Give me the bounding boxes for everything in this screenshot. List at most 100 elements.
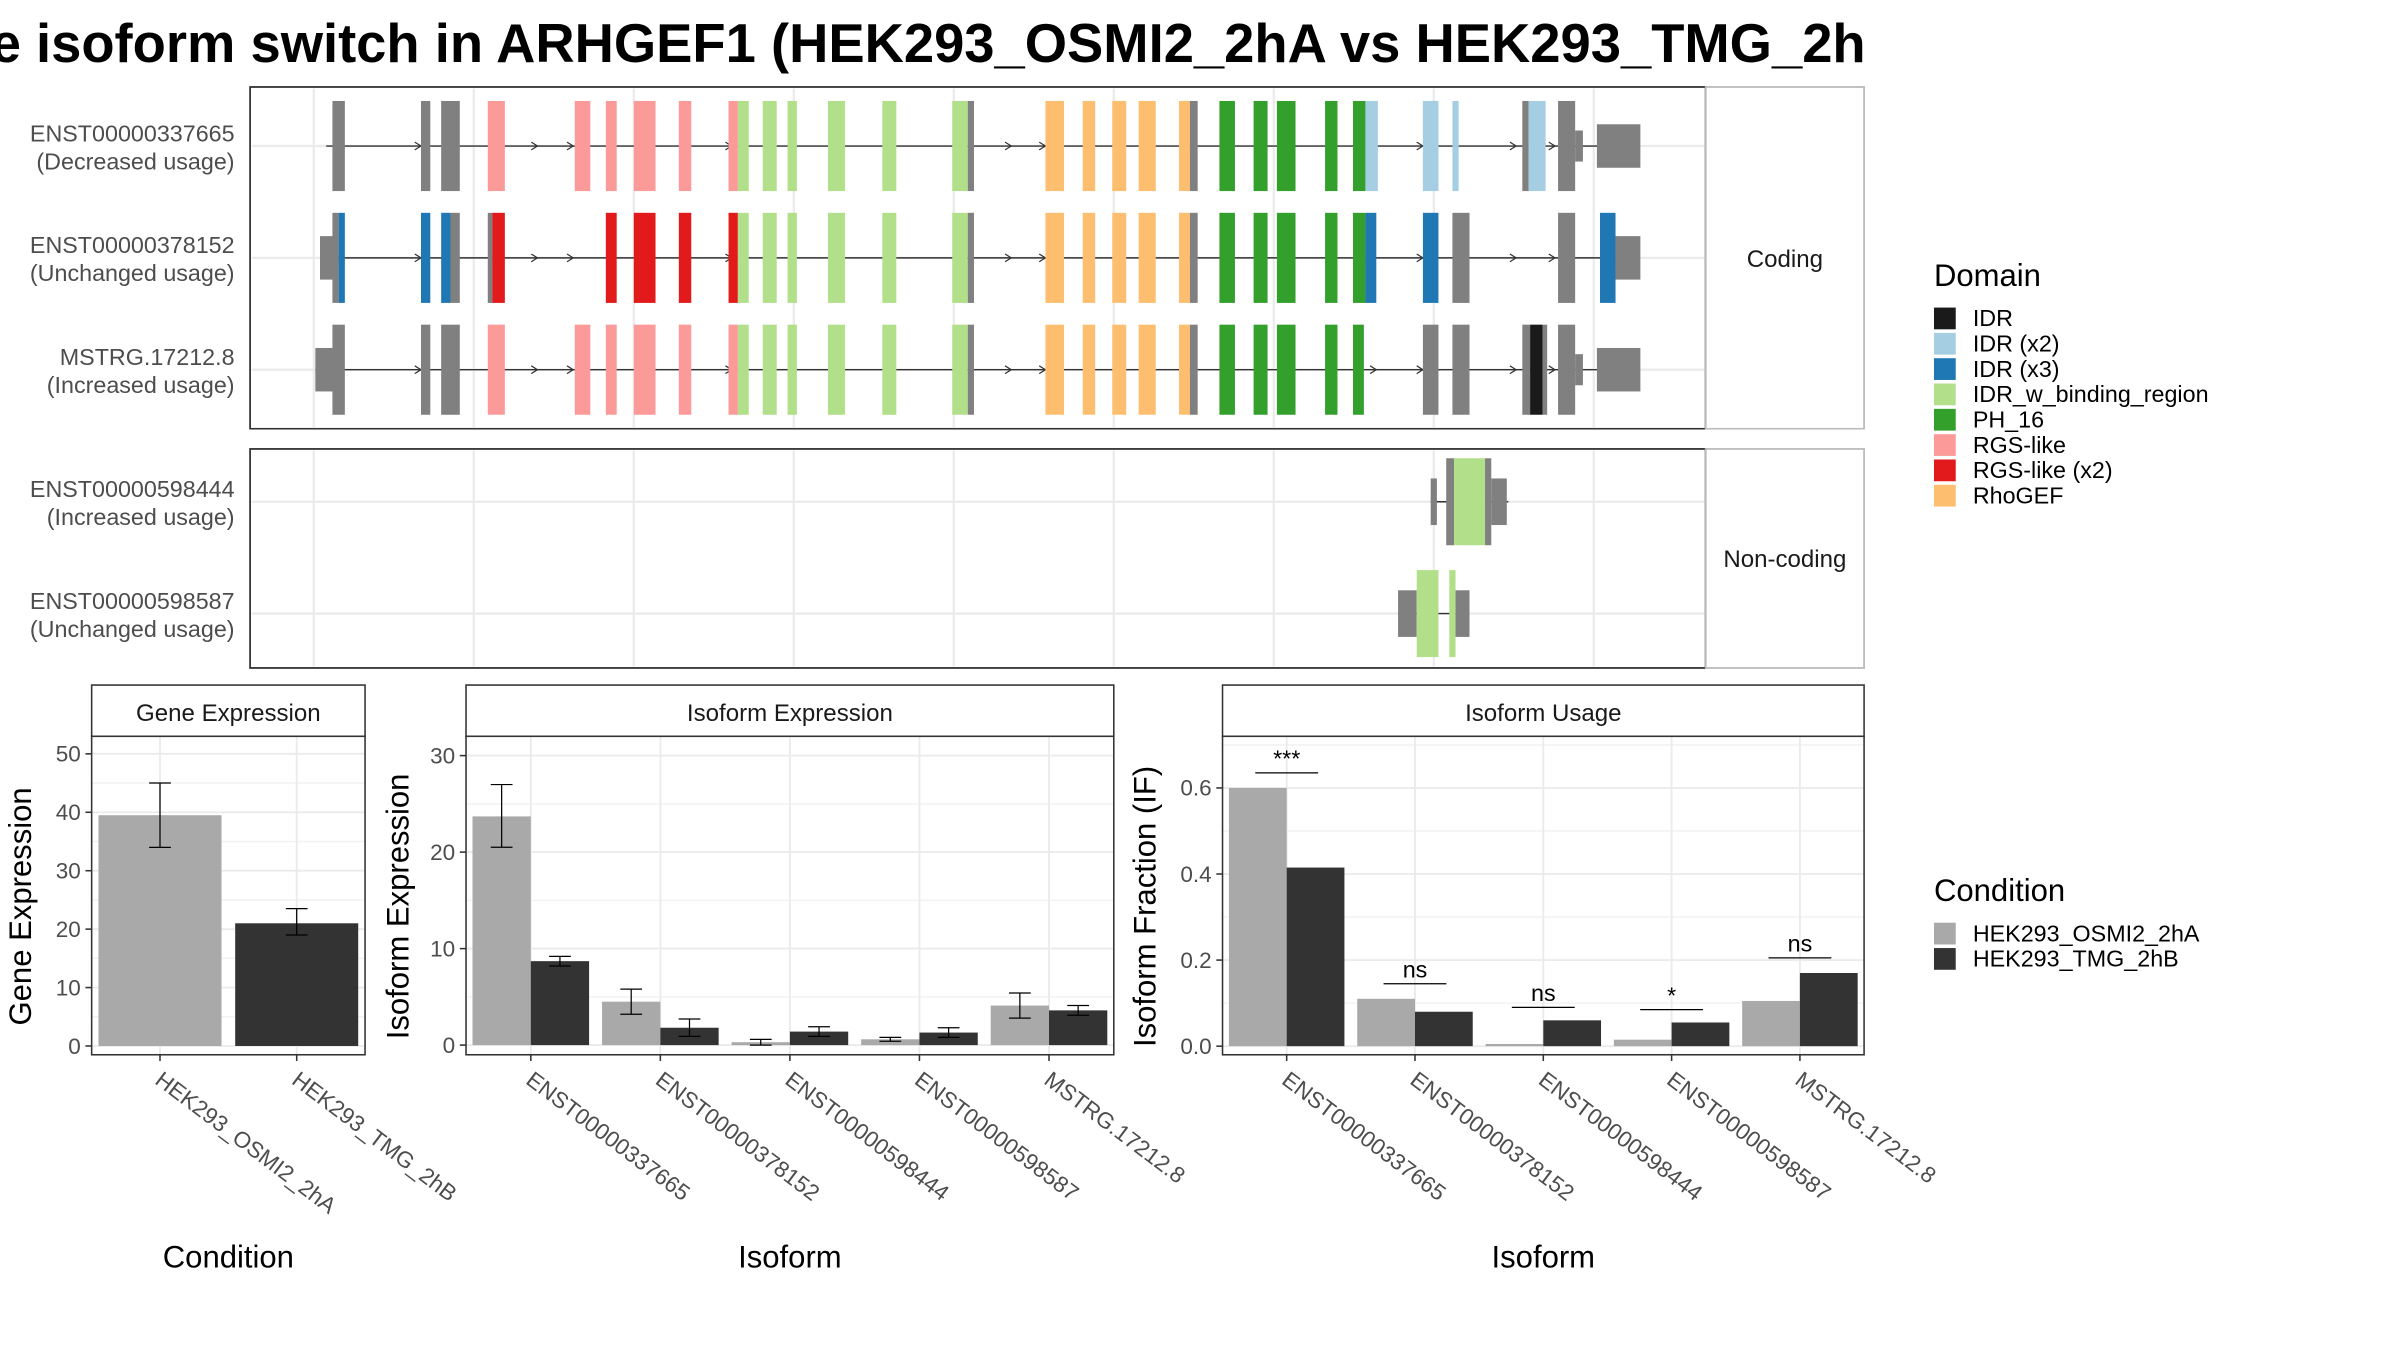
panel-strip — [1221, 684, 1865, 738]
legend-swatch — [1933, 408, 1956, 431]
y-tick-label: 10 — [430, 936, 455, 961]
domain-block — [1353, 100, 1366, 192]
domain-block — [605, 100, 617, 192]
domain-block — [882, 100, 897, 192]
domain-block — [633, 100, 656, 192]
domain-block — [487, 324, 505, 415]
bar — [98, 815, 222, 1046]
legend-label: IDR_w_binding_region — [1973, 381, 2209, 407]
transcript-usage-label: (Unchanged usage) — [30, 260, 235, 286]
exon-block — [332, 324, 345, 415]
y-tick-label: 10 — [56, 975, 81, 1000]
domain-block — [678, 212, 692, 303]
exon-block — [1558, 100, 1576, 192]
domain-block — [1219, 212, 1235, 303]
domain-block — [762, 212, 777, 303]
y-tick-label: 30 — [56, 858, 81, 883]
domain-block — [1112, 324, 1127, 415]
strand-arrow — [530, 141, 539, 151]
domain-block — [1138, 100, 1156, 192]
exon-block — [1558, 324, 1576, 415]
domain-block — [1416, 570, 1439, 658]
domain-block — [1179, 324, 1190, 415]
noncoding-strip — [1704, 448, 1865, 669]
domain-block — [1422, 100, 1439, 192]
legend-label: IDR (x3) — [1973, 356, 2060, 382]
domain-block — [1325, 100, 1338, 192]
bar — [1671, 1022, 1730, 1047]
domain-block — [1045, 212, 1065, 303]
domain-block — [1422, 212, 1439, 303]
domain-block — [1452, 100, 1459, 192]
legend-label: IDR — [1973, 305, 2013, 331]
exon-block — [1455, 590, 1470, 637]
strand-arrow — [1004, 141, 1013, 151]
bar — [1613, 1039, 1672, 1047]
domain-block — [441, 212, 451, 303]
domain-block — [737, 324, 749, 415]
strand-arrow — [530, 365, 539, 375]
significance-label: ns — [1403, 957, 1428, 983]
exon-block — [332, 100, 345, 192]
strand-arrow — [530, 253, 539, 263]
domain-block — [1353, 212, 1366, 303]
strand-arrow — [1004, 253, 1013, 263]
y-tick-label: 30 — [430, 743, 455, 768]
domain-block — [338, 212, 345, 303]
domain-block — [574, 324, 591, 415]
domain-block — [1179, 212, 1190, 303]
bar — [1286, 867, 1345, 1047]
exon-block — [1485, 458, 1492, 546]
y-tick-label: 20 — [430, 840, 455, 865]
domain-block — [1045, 324, 1065, 415]
significance-label: *** — [1273, 746, 1300, 772]
domain-block — [762, 324, 777, 415]
y-tick-label: 0.0 — [1180, 1034, 1211, 1059]
significance-label: ns — [1531, 980, 1556, 1006]
bar — [789, 1031, 849, 1046]
panel-title: Isoform Usage — [1465, 700, 1621, 727]
bar — [235, 923, 359, 1046]
domain-block — [1082, 324, 1096, 415]
exon-block — [967, 324, 974, 415]
transcript-usage-label: (Increased usage) — [47, 372, 235, 398]
legend-label: RGS-like — [1973, 432, 2066, 458]
figure-title: e isoform switch in ARHGEF1 (HEK293_OSMI… — [0, 13, 1866, 74]
domain-block — [1365, 100, 1378, 192]
exon-block — [1542, 324, 1548, 415]
exon-block — [1522, 324, 1531, 415]
domain-block — [1253, 212, 1268, 303]
plot-border — [90, 735, 366, 1056]
domain-block — [1365, 212, 1377, 303]
transcript-id-label: ENST00000337665 — [30, 120, 235, 146]
bar — [1543, 1020, 1602, 1047]
legend-label: HEK293_OSMI2_2hA — [1973, 920, 2200, 946]
transcript-id-label: MSTRG.17212.8 — [60, 344, 235, 370]
domain-block — [882, 324, 897, 415]
domain-block — [737, 100, 749, 192]
domain-block — [1082, 100, 1096, 192]
domain-block — [1530, 324, 1543, 415]
x-axis-title: Isoform — [1492, 1240, 1596, 1275]
bar — [1357, 998, 1415, 1047]
domain-block — [728, 100, 738, 192]
coding-strip — [1704, 86, 1865, 430]
strand-arrow — [1509, 365, 1518, 375]
y-axis-title: Isoform Expression — [381, 774, 416, 1040]
domain-block — [1112, 100, 1127, 192]
transcript-id-label: ENST00000378152 — [30, 232, 235, 258]
domain-block — [487, 100, 505, 192]
exon-block — [967, 100, 974, 192]
domain-block — [1219, 100, 1235, 192]
bar — [1742, 1000, 1800, 1047]
domain-block — [1600, 212, 1616, 303]
exon-block — [967, 212, 974, 303]
noncoding-strip — [1704, 448, 1865, 669]
transcript-usage-label: (Decreased usage) — [36, 148, 234, 174]
domain-block — [1112, 212, 1127, 303]
exon-block — [420, 100, 431, 192]
domain-block — [827, 324, 846, 415]
exon-block — [1522, 100, 1529, 192]
